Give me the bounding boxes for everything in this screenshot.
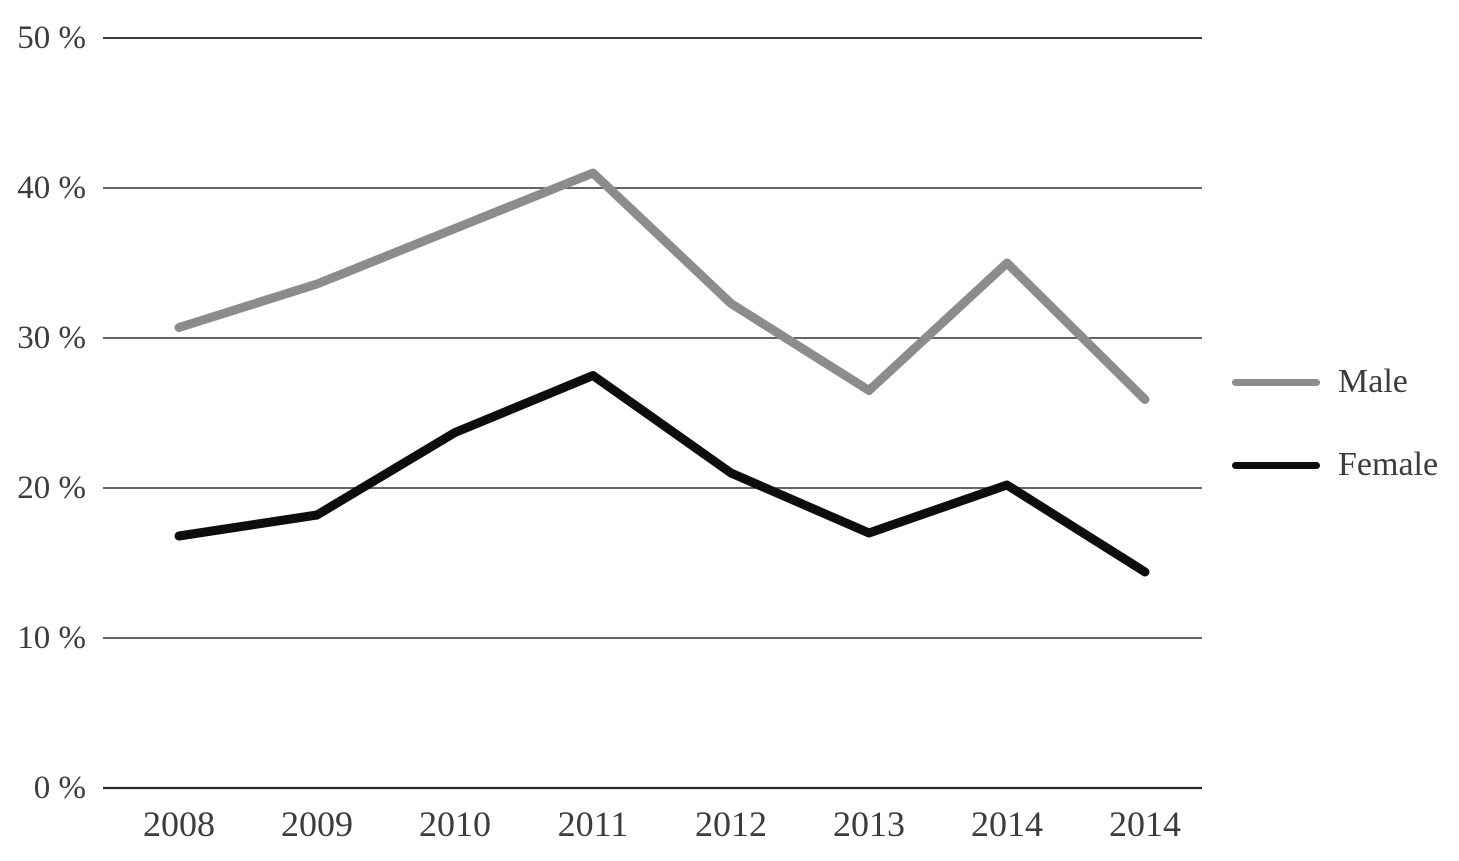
y-tick-label-30: 30 % [17, 320, 86, 356]
y-tick-label-50: 50 % [17, 20, 86, 56]
x-tick-label-0: 2008 [143, 804, 215, 844]
legend-label-male: Male [1338, 363, 1408, 400]
legend-item-female: Female [1232, 445, 1438, 485]
x-tick-label-6: 2014 [971, 804, 1043, 844]
x-tick-label-5: 2013 [833, 804, 905, 844]
legend-item-male: Male [1232, 362, 1408, 402]
x-tick-label-2: 2010 [419, 804, 491, 844]
series-line-male [174, 168, 1150, 404]
gridlines [103, 37, 1202, 790]
x-tick-label-7: 2014 [1109, 804, 1181, 844]
y-tick-label-20: 20 % [17, 470, 86, 506]
legend-label-female: Female [1338, 446, 1439, 483]
y-tick-label-10: 10 % [17, 620, 86, 656]
series-lines [174, 168, 1150, 577]
x-tick-label-3: 2011 [557, 804, 629, 844]
y-tick-label-0: 0 % [33, 770, 86, 806]
y-tick-label-40: 40 % [17, 170, 86, 206]
x-tick-label-4: 2012 [695, 804, 767, 844]
female-line-swatch [1232, 461, 1320, 469]
male-line-swatch [1232, 378, 1320, 386]
series-line-female [174, 371, 1150, 577]
x-tick-label-1: 2009 [281, 804, 353, 844]
